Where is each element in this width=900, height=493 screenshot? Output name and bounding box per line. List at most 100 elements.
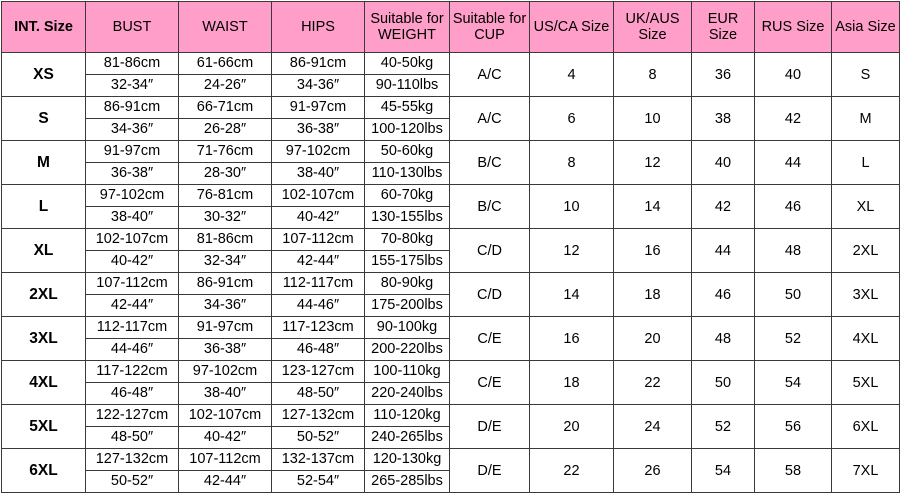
cell-hips-cm: 86-91cm [271, 52, 365, 75]
table-row: 48-50″ 40-42″ 50-52″ 240-265lbs [2, 426, 900, 449]
cell-waist-in: 30-32″ [178, 206, 272, 229]
cell-cup: A/C [449, 52, 530, 97]
cell-weight-lbs: 90-110lbs [364, 74, 450, 97]
cell-asia-size: M [831, 96, 900, 141]
cell-hips-cm: 132-137cm [271, 448, 365, 471]
cell-us-ca-size: 20 [529, 404, 614, 449]
cell-weight-lbs: 110-130lbs [364, 162, 450, 185]
cell-int-size: 2XL [1, 272, 86, 317]
cell-uk-aus-size: 16 [613, 228, 692, 273]
cell-weight-lbs: 220-240lbs [364, 382, 450, 405]
column-header-waist: WAIST [178, 1, 272, 53]
cell-weight-kg: 45-55kg [364, 96, 450, 119]
cell-waist-cm: 81-86cm [178, 228, 272, 251]
cell-int-size: XL [1, 228, 86, 273]
cell-asia-size: 5XL [831, 360, 900, 405]
cell-bust-cm: 97-102cm [85, 184, 179, 207]
cell-eur-size: 48 [691, 316, 755, 361]
column-header-rus-size: RUS Size [754, 1, 832, 53]
table-row: 38-40″ 30-32″ 40-42″ 130-155lbs [2, 206, 900, 229]
cell-bust-in: 44-46″ [85, 338, 179, 361]
cell-weight-lbs: 200-220lbs [364, 338, 450, 361]
cell-eur-size: 42 [691, 184, 755, 229]
cell-weight-kg: 90-100kg [364, 316, 450, 339]
cell-hips-cm: 127-132cm [271, 404, 365, 427]
cell-weight-kg: 120-130kg [364, 448, 450, 471]
cell-eur-size: 50 [691, 360, 755, 405]
cell-int-size: 6XL [1, 448, 86, 493]
cell-asia-size: 2XL [831, 228, 900, 273]
cell-weight-lbs: 130-155lbs [364, 206, 450, 229]
cell-bust-in: 34-36″ [85, 118, 179, 141]
cell-rus-size: 40 [754, 52, 832, 97]
cell-waist-in: 26-28″ [178, 118, 272, 141]
cell-rus-size: 42 [754, 96, 832, 141]
column-header-uk-aus-size: UK/AUS Size [613, 1, 692, 53]
cell-bust-in: 50-52″ [85, 470, 179, 493]
cell-cup: C/E [449, 360, 530, 405]
cell-bust-in: 42-44″ [85, 294, 179, 317]
cell-weight-kg: 110-120kg [364, 404, 450, 427]
cell-weight-kg: 80-90kg [364, 272, 450, 295]
cell-hips-cm: 112-117cm [271, 272, 365, 295]
cell-uk-aus-size: 18 [613, 272, 692, 317]
table-row: S 86-91cm 66-71cm 91-97cm 45-55kg A/C 6 10 38 42 M [1, 96, 900, 141]
cell-int-size: S [1, 96, 86, 141]
table-row: XS 81-86cm 61-66cm 86-91cm 40-50kg A/C 4 8 36 40 S [1, 52, 900, 97]
table-body: XS 81-86cm 61-66cm 86-91cm 40-50kg A/C 4 8 36 40 S… [1, 52, 900, 493]
cell-waist-cm: 107-112cm [178, 448, 272, 471]
cell-int-size: XS [1, 52, 86, 97]
cell-eur-size: 44 [691, 228, 755, 273]
cell-waist-in: 38-40″ [178, 382, 272, 405]
cell-bust-cm: 112-117cm [85, 316, 179, 339]
column-header-asia-size: Asia Size [831, 1, 900, 53]
cell-bust-in: 38-40″ [85, 206, 179, 229]
cell-waist-in: 24-26″ [178, 74, 272, 97]
cell-hips-in: 36-38″ [271, 118, 365, 141]
table-row: 40-42″ 32-34″ 42-44″ 155-175lbs [2, 250, 900, 273]
cell-us-ca-size: 12 [529, 228, 614, 273]
cell-bust-cm: 127-132cm [85, 448, 179, 471]
cell-bust-in: 40-42″ [85, 250, 179, 273]
cell-hips-cm: 91-97cm [271, 96, 365, 119]
table-row: M 91-97cm 71-76cm 97-102cm 50-60kg B/C 8 12 40 44… [1, 140, 900, 185]
cell-us-ca-size: 10 [529, 184, 614, 229]
cell-hips-in: 40-42″ [271, 206, 365, 229]
cell-bust-cm: 86-91cm [85, 96, 179, 119]
cell-weight-kg: 50-60kg [364, 140, 450, 163]
cell-hips-cm: 117-123cm [271, 316, 365, 339]
header-row: INT. Size BUST WAIST HIPS Suitable for W… [1, 1, 900, 53]
cell-rus-size: 44 [754, 140, 832, 185]
cell-hips-in: 50-52″ [271, 426, 365, 449]
column-header-hips: HIPS [271, 1, 365, 53]
cell-weight-lbs: 175-200lbs [364, 294, 450, 317]
cell-hips-cm: 102-107cm [271, 184, 365, 207]
cell-int-size: 3XL [1, 316, 86, 361]
cell-uk-aus-size: 26 [613, 448, 692, 493]
cell-us-ca-size: 6 [529, 96, 614, 141]
cell-waist-in: 40-42″ [178, 426, 272, 449]
cell-asia-size: 3XL [831, 272, 900, 317]
cell-int-size: 4XL [1, 360, 86, 405]
cell-cup: C/D [449, 272, 530, 317]
cell-waist-in: 28-30″ [178, 162, 272, 185]
cell-uk-aus-size: 24 [613, 404, 692, 449]
cell-waist-cm: 97-102cm [178, 360, 272, 383]
cell-bust-cm: 107-112cm [85, 272, 179, 295]
cell-bust-cm: 122-127cm [85, 404, 179, 427]
cell-rus-size: 50 [754, 272, 832, 317]
cell-uk-aus-size: 12 [613, 140, 692, 185]
cell-us-ca-size: 14 [529, 272, 614, 317]
cell-int-size: M [1, 140, 86, 185]
column-header-int-size: INT. Size [1, 1, 86, 53]
cell-us-ca-size: 18 [529, 360, 614, 405]
cell-waist-cm: 66-71cm [178, 96, 272, 119]
cell-hips-in: 42-44″ [271, 250, 365, 273]
table-row: 2XL 107-112cm 86-91cm 112-117cm 80-90kg C/D 14… [1, 272, 900, 317]
cell-weight-kg: 100-110kg [364, 360, 450, 383]
cell-hips-in: 48-50″ [271, 382, 365, 405]
cell-hips-in: 34-36″ [271, 74, 365, 97]
cell-asia-size: L [831, 140, 900, 185]
